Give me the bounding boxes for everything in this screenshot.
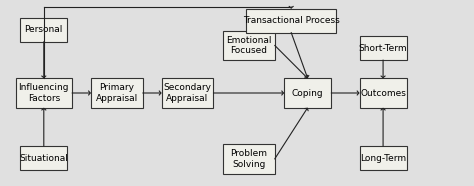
FancyBboxPatch shape <box>359 36 407 60</box>
Text: Secondary
Appraisal: Secondary Appraisal <box>164 83 211 103</box>
Text: Influencing
Factors: Influencing Factors <box>18 83 69 103</box>
Text: Short-Term: Short-Term <box>359 44 407 53</box>
Text: Emotional
Focused: Emotional Focused <box>226 36 272 55</box>
FancyBboxPatch shape <box>284 78 331 108</box>
FancyBboxPatch shape <box>16 78 72 108</box>
FancyBboxPatch shape <box>223 144 275 174</box>
Text: Coping: Coping <box>292 89 323 97</box>
FancyBboxPatch shape <box>359 78 407 108</box>
FancyBboxPatch shape <box>162 78 213 108</box>
FancyBboxPatch shape <box>359 146 407 170</box>
FancyBboxPatch shape <box>246 9 336 33</box>
Text: Primary
Appraisal: Primary Appraisal <box>96 83 138 103</box>
FancyBboxPatch shape <box>20 18 67 42</box>
Text: Transactional Process: Transactional Process <box>243 16 339 25</box>
Text: Outcomes: Outcomes <box>360 89 406 97</box>
Text: Situational: Situational <box>19 154 68 163</box>
Text: Personal: Personal <box>25 25 63 34</box>
Text: Problem
Solving: Problem Solving <box>230 149 267 169</box>
FancyBboxPatch shape <box>223 31 275 60</box>
FancyBboxPatch shape <box>20 146 67 170</box>
FancyBboxPatch shape <box>91 78 143 108</box>
Text: Long-Term: Long-Term <box>360 154 406 163</box>
